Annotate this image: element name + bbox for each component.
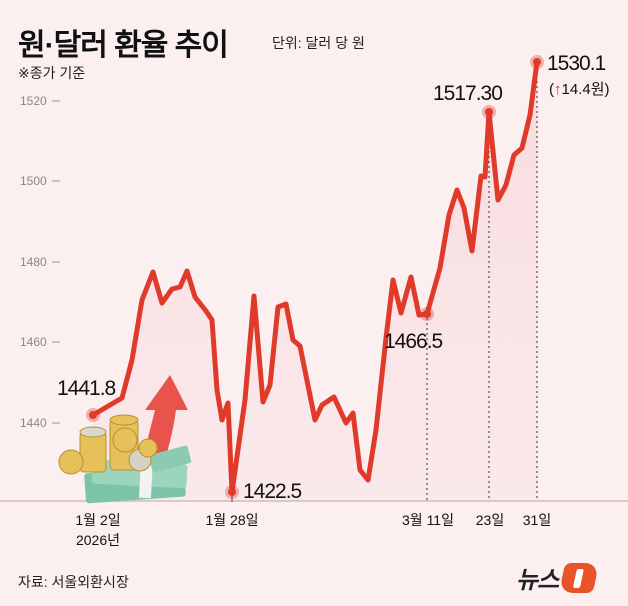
svg-text:1460: 1460 [20,335,47,349]
label-mid: 1466.5 [384,330,443,353]
basis-note: ※종가 기준 [18,65,86,81]
news1-logo: 뉴스 [516,560,600,595]
up-arrow-icon: ↑ [554,81,562,98]
svg-text:1480: 1480 [20,255,47,269]
y-axis: 1520 1500 1480 1460 1440 [20,94,60,430]
source-note: 자료: 서울외환시장 [18,574,129,590]
change-open-paren: ( [549,81,554,98]
svg-text:1500: 1500 [20,174,47,188]
x-label-year: 2026년 [75,532,121,548]
x-label-mar11: 3월 11일 [402,512,454,528]
unit-label: 단위: 달러 당 원 [272,35,365,51]
svg-text:1520: 1520 [20,94,47,108]
change-value: 14.4원) [561,81,610,98]
svg-text:1440: 1440 [20,416,47,430]
x-label-jan2: 1월 2일 2026년 [75,510,120,550]
label-last: 1530.1 [547,52,606,75]
x-label-31: 31일 [522,512,552,528]
money-illustration-icon [58,375,192,504]
area-fill [93,62,537,500]
label-low: 1422.5 [243,480,302,503]
chart-title: 원·달러 환율 추이 [18,29,229,62]
exchange-rate-line [90,59,540,495]
x-label-date: 1월 2일 [75,512,121,528]
label-peak: 1517.30 [433,82,502,105]
x-label-jan28: 1월 28일 [205,512,259,528]
logo-one-icon [558,562,600,593]
change-annotation: (↑14.4원) [549,78,610,99]
x-label-23: 23일 [475,512,505,528]
label-start: 1441.8 [57,377,116,400]
guide-lines [426,66,538,500]
data-markers [86,55,544,499]
logo-text: 뉴스 [516,567,559,594]
